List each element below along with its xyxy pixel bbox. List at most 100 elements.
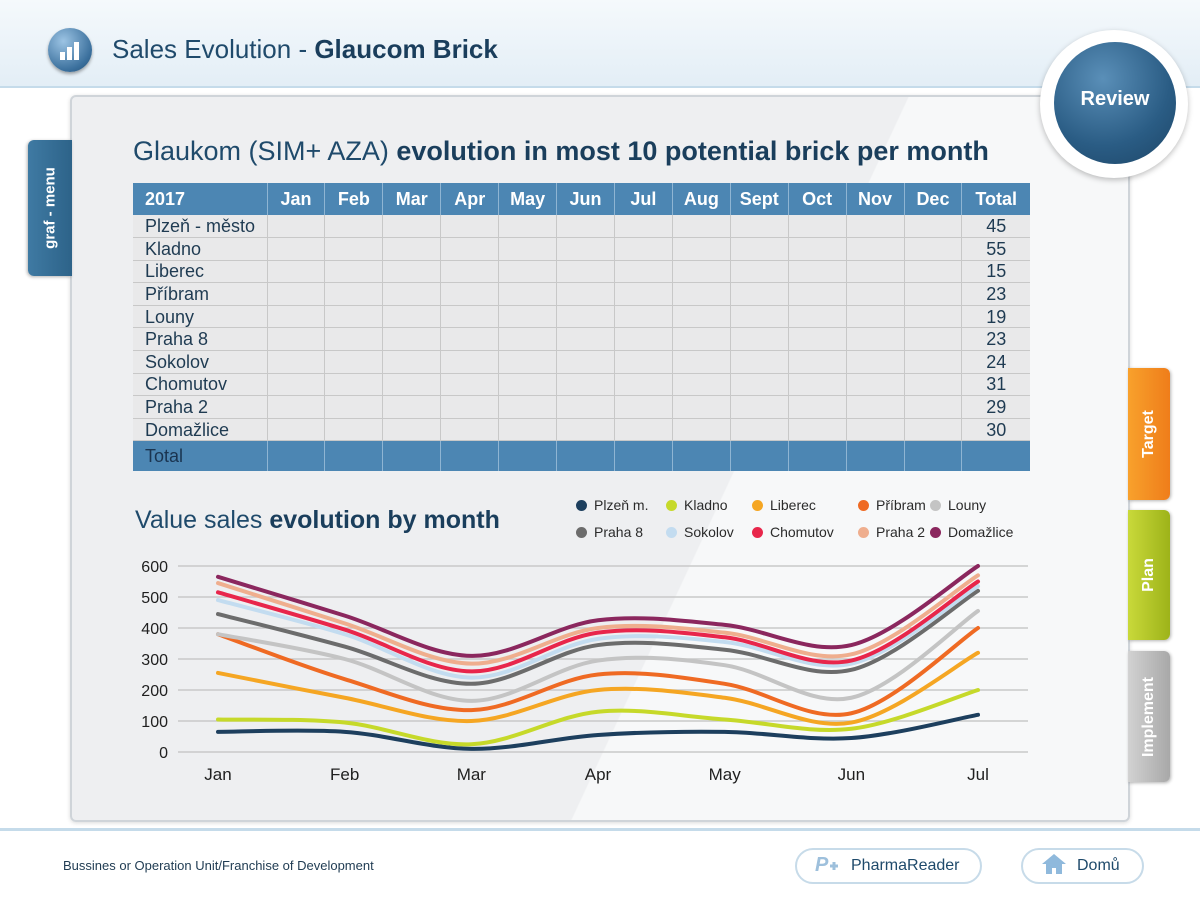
graf-menu-tab[interactable]: graf - menu [28,140,72,276]
table-header-cell: Mar [382,183,441,215]
month-cell [729,395,789,419]
month-cell [556,327,615,352]
total-cell: 55 [961,237,1030,261]
legend-item: Plzeň m. [576,497,648,513]
month-cell [266,260,325,284]
month-cell [613,418,673,442]
month-cell [440,350,499,374]
series-line [216,626,980,717]
month-cell [787,305,847,329]
month-cell [729,327,789,352]
legend-item: Praha 2 [858,524,925,540]
total-cell: 30 [961,418,1030,442]
total-cell: 23 [961,282,1030,306]
brick-name-cell: Praha 8 [133,327,268,352]
tab-target-label: Target [1140,410,1157,458]
tab-implement-label: Implement [1140,676,1157,757]
month-cell [903,305,962,329]
month-cell [440,373,499,397]
legend-marker [576,499,587,511]
month-cell [729,282,789,306]
total-cell: 31 [961,373,1030,397]
month-cell [324,215,383,239]
table-row: Louny 19 [133,305,1030,329]
month-cell [556,395,615,419]
month-cell [498,282,557,306]
table-total-row: Total [133,440,1030,471]
total-row-cell [961,440,1030,471]
month-cell [671,373,731,397]
month-cell [845,373,904,397]
month-cell [266,305,325,329]
review-button[interactable]: Review [1054,42,1176,164]
home-label: Domů [1077,857,1120,874]
y-tick-label: 600 [141,559,168,576]
month-cell [498,418,557,442]
x-tick-label: Apr [585,765,612,784]
bar-chart-icon[interactable] [48,28,92,72]
month-cell [613,215,673,239]
month-cell [613,237,673,261]
table-row: Příbram 23 [133,282,1030,306]
total-row-label: Total [133,440,268,471]
x-tick-label: Jan [204,765,231,784]
legend-marker [930,526,941,538]
table-header-cell: May [498,183,557,215]
month-cell [382,327,441,352]
table-header-cell: Jun [556,183,615,215]
month-cell [613,282,673,306]
month-cell [903,282,962,306]
tab-target[interactable]: Target [1128,368,1170,500]
month-cell [266,215,325,239]
tab-implement[interactable]: Implement [1128,651,1170,782]
month-cell [382,260,441,284]
table-row: Kladno 55 [133,237,1030,261]
month-cell [556,373,615,397]
table-row: Plzeň - město 45 [133,215,1030,239]
graf-menu-tab-label: graf - menu [41,167,59,249]
table-header-cell: Sept [729,183,789,215]
chart-title: Value sales evolution by month [135,506,500,535]
pharmareader-button[interactable]: P PharmaReader [795,848,982,884]
month-cell [498,395,557,419]
table-header-cell: 2017 [133,183,268,215]
home-button[interactable]: Domů [1021,848,1144,884]
legend-label: Louny [948,497,987,513]
month-cell [382,305,441,329]
month-cell [382,395,441,419]
y-tick-label: 200 [141,683,168,700]
legend-label: Sokolov [684,524,734,540]
legend-marker [858,526,869,538]
month-cell [556,350,615,374]
total-row-cell [556,440,615,471]
month-cell [845,215,904,239]
legend-item: Louny [930,497,986,513]
line-chart: 0 100 200 300 400 500 600 Jan Feb Mar Apr May Jun Jul [141,559,1028,784]
month-cell [671,327,731,352]
month-cell [440,260,499,284]
tab-plan-label: Plan [1140,558,1157,592]
total-row-cell [903,440,962,471]
series-line [216,588,980,686]
page-title-prefix: Sales Evolution - [112,34,315,64]
month-cell [903,395,962,419]
month-cell [498,260,557,284]
tab-plan[interactable]: Plan [1128,510,1170,640]
month-cell [671,282,731,306]
table-row: Sokolov 24 [133,350,1030,374]
table-row: Chomutov 31 [133,373,1030,397]
month-cell [903,237,962,261]
month-cell [266,237,325,261]
month-cell [787,282,847,306]
table-section-title-prefix: Glaukom (SIM+ AZA) [133,136,397,166]
legend-item: Praha 8 [576,524,643,540]
month-cell [729,260,789,284]
month-cell [556,237,615,261]
table-section-title: Glaukom (SIM+ AZA) evolution in most 10 … [133,136,989,167]
legend-marker [930,499,941,511]
month-cell [613,395,673,419]
pharmareader-icon: P [815,852,841,881]
month-cell [498,350,557,374]
legend-label: Chomutov [770,524,834,540]
series-line [216,650,980,726]
